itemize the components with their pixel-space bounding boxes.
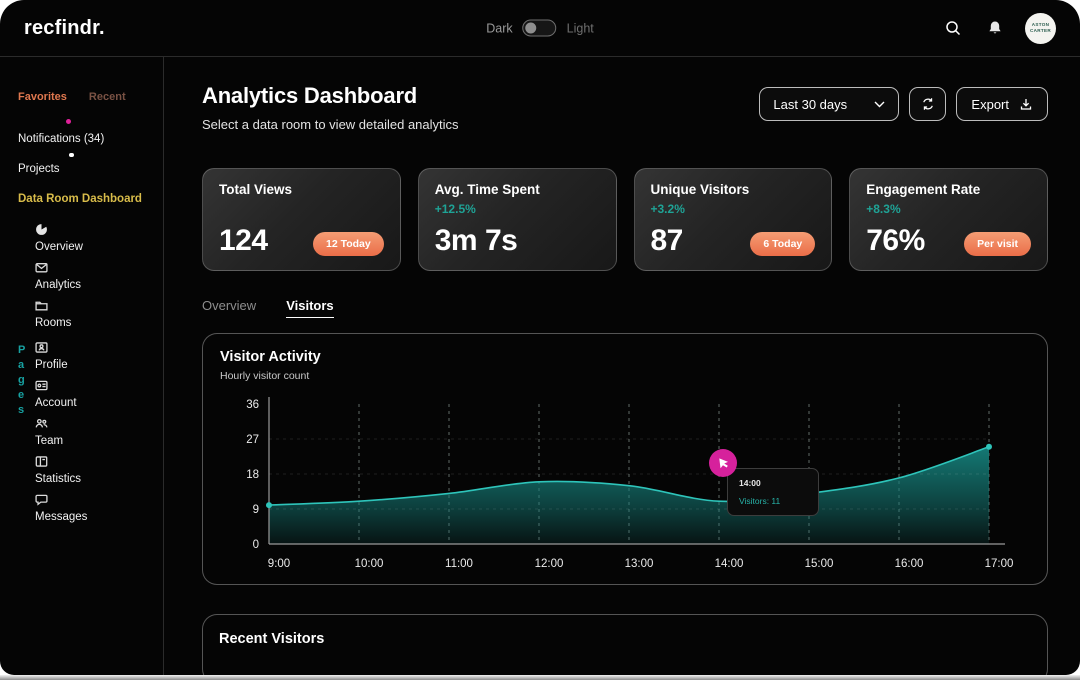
svg-text:0: 0 (253, 539, 259, 551)
stat-change: +8.3% (866, 202, 901, 216)
toggle-knob (525, 22, 537, 34)
stat-card-unique-visitors: Unique Visitors +3.2% 87 6 Today (633, 168, 833, 271)
svg-text:10:00: 10:00 (355, 558, 384, 570)
stat-change: +12.5% (434, 202, 476, 216)
chat-bubble-icon (35, 493, 87, 506)
stat-card-engagement-rate: Engagement Rate +8.3% 76% Per visit (849, 168, 1048, 271)
main-content: Analytics Dashboard Select a data room t… (164, 57, 1080, 675)
chevron-down-icon (874, 101, 885, 107)
chart-tooltip: 14:00 Visitors: 11 (727, 468, 819, 517)
stat-value: 124 (219, 224, 268, 257)
svg-text:17:00: 17:00 (985, 558, 1014, 570)
stat-badge: 12 Today (313, 232, 384, 256)
contact-card-icon (35, 341, 87, 354)
svg-text:16:00: 16:00 (895, 558, 924, 570)
envelope-icon (35, 261, 155, 274)
svg-text:9: 9 (253, 504, 259, 516)
id-badge-icon (35, 379, 87, 392)
sidebar-item-profile[interactable]: Profile (35, 341, 87, 371)
svg-text:14:00: 14:00 (715, 558, 744, 570)
theme-toggle: Dark Light (486, 19, 594, 37)
sidebar-item-statistics[interactable]: Statistics (35, 455, 87, 485)
sidebar: Favorites Recent Notifications (34) Proj… (0, 57, 164, 675)
light-label: Light (566, 21, 594, 35)
page-bottom-edge (0, 675, 1080, 680)
area-chart: 0 9 18 27 36 9:00 10:00 11:00 12:00 13:00 14:00 15:… (246, 397, 1014, 570)
stat-value: 87 (650, 224, 684, 257)
svg-text:11:00: 11:00 (445, 558, 473, 570)
stat-value: 3m 7s (434, 224, 518, 257)
content-tabs: Overview Visitors (202, 298, 1048, 318)
refresh-icon (923, 98, 933, 110)
export-label: Export (971, 96, 1009, 112)
stat-badge: Per visit (964, 232, 1031, 256)
svg-text:18: 18 (246, 469, 259, 481)
sidebar-item-notifications[interactable]: Notifications (34) (18, 133, 105, 145)
kanban-icon (35, 455, 87, 468)
avatar-text-line1: ASTON (1031, 22, 1050, 28)
sidebar-item-analytics[interactable]: Analytics (35, 261, 155, 291)
download-icon (1020, 99, 1032, 110)
pie-chart-icon (35, 223, 155, 236)
sidebar-item-account[interactable]: Account (35, 379, 87, 409)
tab-visitors[interactable]: Visitors (286, 298, 334, 318)
notification-dot (66, 119, 71, 124)
sidebar-item-overview[interactable]: Overview (35, 223, 155, 253)
visitor-activity-chart[interactable]: 0 9 18 27 36 9:00 10:00 11:00 12:00 13:00 14:00 15:… (217, 392, 1033, 572)
dark-label: Dark (486, 21, 513, 35)
svg-text:27: 27 (246, 434, 259, 446)
avatar[interactable]: ASTON CARTER (1025, 12, 1056, 44)
cursor-pointer-icon (709, 449, 737, 478)
page-subtitle: Select a data room to view detailed anal… (202, 117, 459, 132)
sidebar-item-messages[interactable]: Messages (35, 493, 87, 523)
stat-card-avg-time: Avg. Time Spent +12.5% 3m 7s (417, 168, 617, 271)
stat-badge: 6 Today (750, 232, 816, 256)
theme-toggle-switch[interactable] (522, 19, 557, 37)
stat-title: Avg. Time Spent (434, 182, 540, 197)
sidebar-item-rooms[interactable]: Rooms (35, 299, 155, 329)
chart-title: Visitor Activity (220, 349, 321, 365)
sidebar-item-projects[interactable]: Projects (18, 163, 60, 176)
stat-card-total-views: Total Views 124 12 Today (202, 168, 401, 271)
pages-heading: P a g e s (18, 344, 26, 417)
tooltip-time: 14:00 (739, 478, 761, 489)
svg-text:36: 36 (246, 399, 259, 411)
stat-change: +3.2% (650, 202, 685, 216)
svg-text:13:00: 13:00 (625, 558, 654, 570)
export-button[interactable]: Export (956, 87, 1048, 121)
bell-icon[interactable] (983, 16, 1007, 40)
brand-logo: recfindr. (24, 16, 105, 39)
folder-icon (35, 299, 155, 312)
svg-text:12:00: 12:00 (535, 558, 564, 570)
stat-title: Engagement Rate (866, 182, 981, 197)
stat-title: Unique Visitors (650, 182, 750, 197)
tooltip-value: Visitors: 11 (739, 496, 781, 507)
recent-visitors-card: Recent Visitors (202, 614, 1048, 675)
stats-row: Total Views 124 12 Today Avg. Time Spent… (202, 168, 1048, 271)
search-icon[interactable] (941, 16, 965, 40)
refresh-button[interactable] (909, 87, 947, 121)
pages-section: P a g e s Profile Account (18, 341, 155, 531)
stat-title: Total Views (219, 182, 293, 197)
page-title: Analytics Dashboard (202, 83, 418, 108)
date-range-select[interactable]: Last 30 days (759, 87, 900, 121)
tab-overview[interactable]: Overview (202, 298, 257, 313)
avatar-text-line2: CARTER (1030, 28, 1051, 33)
projects-dot (69, 152, 74, 158)
topbar: recfindr. Dark Light ASTON CARTER (0, 0, 1080, 57)
recent-visitors-title: Recent Visitors (219, 631, 325, 647)
svg-text:9:00: 9:00 (268, 558, 290, 570)
sidebar-tab-recent[interactable]: Recent (88, 91, 126, 103)
people-icon (35, 417, 87, 430)
sidebar-item-data-room-dashboard[interactable]: Data Room Dashboard (18, 193, 142, 206)
chart-subtitle: Hourly visitor count (220, 370, 310, 382)
svg-text:15:00: 15:00 (805, 558, 834, 570)
date-range-value: Last 30 days (773, 96, 848, 112)
sidebar-tab-favorites[interactable]: Favorites (18, 91, 67, 103)
topbar-actions: ASTON CARTER (941, 12, 1056, 44)
stat-value: 76% (866, 224, 925, 257)
sidebar-item-team[interactable]: Team (35, 417, 87, 447)
